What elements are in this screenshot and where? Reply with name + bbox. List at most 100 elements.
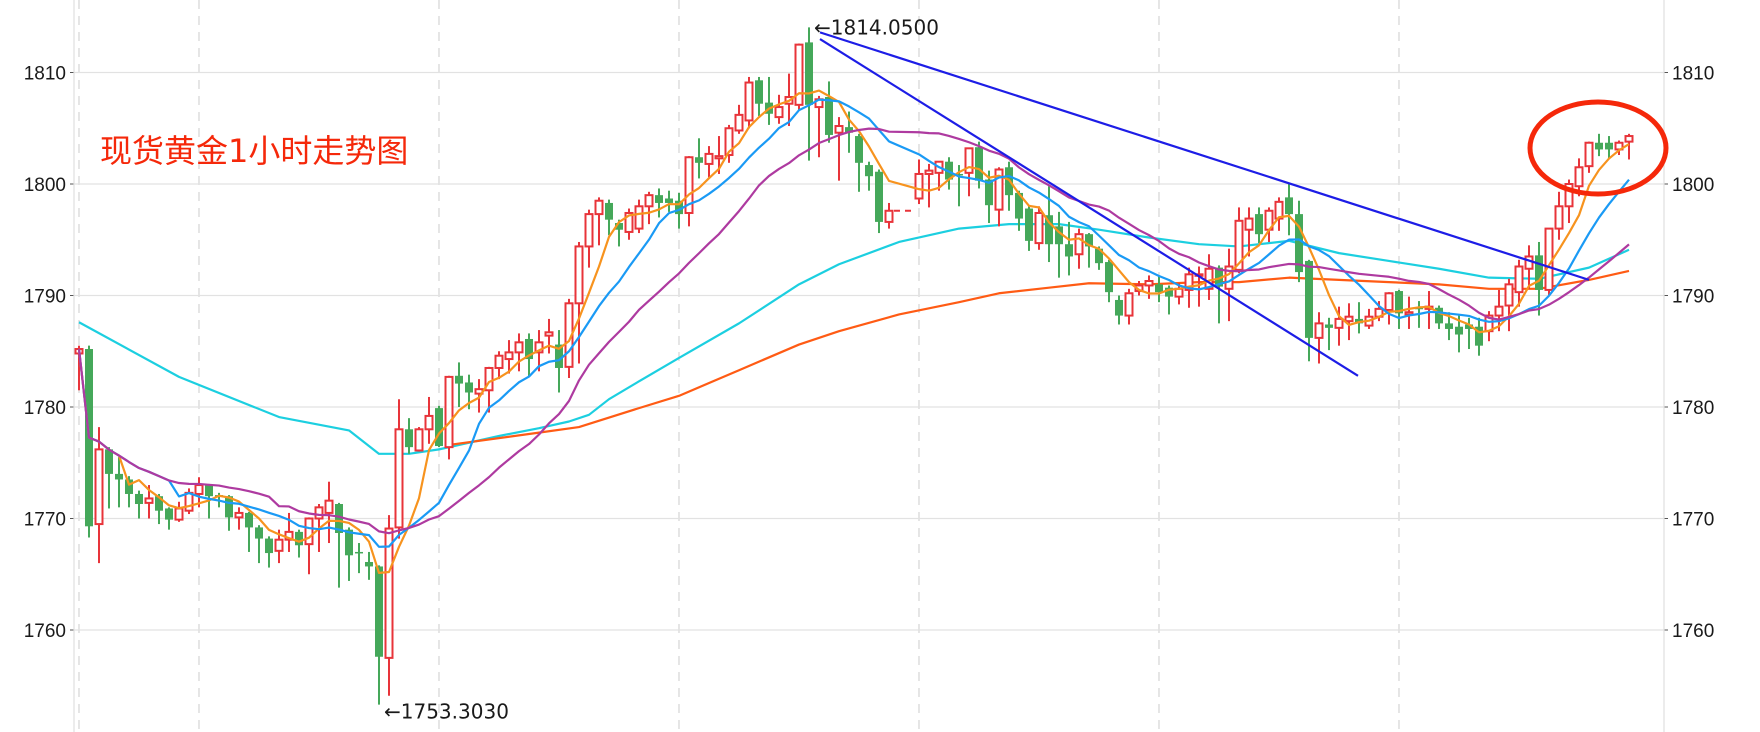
candle-body (155, 496, 163, 511)
ma-line-ma20 (77, 127, 1630, 535)
candle-body (484, 366, 494, 392)
candle-body (544, 331, 554, 337)
candle-up (1034, 206, 1044, 250)
left-tick-label: 1810 (24, 64, 66, 85)
candle-body (274, 538, 284, 552)
candle-body (1255, 214, 1263, 235)
candle-down (125, 476, 133, 508)
candle-down (225, 495, 233, 531)
candle-body (834, 125, 844, 134)
candle-body (1025, 208, 1033, 241)
candle-down (155, 493, 163, 525)
candle-up (914, 159, 924, 205)
candle-body (1514, 265, 1524, 294)
candle-body (1435, 307, 1443, 324)
candle-body (94, 448, 104, 526)
candle-body (624, 211, 634, 233)
candle-body (755, 80, 763, 104)
candle-down (435, 405, 443, 448)
candle-up (494, 351, 504, 380)
left-tick-label: 1770 (24, 510, 66, 531)
moving-averages (77, 89, 1630, 575)
candle-body (1624, 135, 1634, 143)
candle-body (665, 198, 673, 203)
candle-body (1574, 166, 1584, 188)
candle-body (504, 351, 514, 361)
candle-body (194, 484, 204, 495)
candle-body (985, 179, 993, 206)
candle-up (1524, 245, 1534, 289)
candle-up (1074, 228, 1084, 269)
candle-body (1244, 217, 1254, 231)
candle-up (624, 208, 634, 240)
candle-body (174, 507, 184, 521)
candle-down (755, 76, 763, 116)
candle-body (1124, 292, 1134, 317)
candle-body (955, 173, 963, 176)
right-tick-label: 1780 (1672, 398, 1714, 419)
candle-down (985, 170, 993, 224)
candle-down (1155, 275, 1163, 303)
candle-body (975, 147, 983, 181)
candle-body (1475, 326, 1483, 346)
candle-body (465, 382, 473, 393)
candle-body (584, 213, 594, 248)
candle-body (1055, 226, 1063, 245)
candle-body (405, 429, 413, 448)
candle-body (695, 157, 703, 163)
candle-down (365, 551, 373, 580)
candle-body (534, 341, 544, 354)
candle-up (514, 333, 524, 372)
candle-body (855, 136, 863, 163)
candle-body (1455, 326, 1463, 335)
candle-down (1065, 221, 1073, 276)
candle-body (555, 344, 563, 368)
candle-body (345, 529, 353, 556)
candle-body (225, 496, 233, 518)
candle-up (1264, 207, 1274, 242)
candle-body (324, 499, 334, 514)
candle-up (1144, 275, 1154, 299)
candle-body (1115, 299, 1123, 316)
candle-up (724, 124, 734, 163)
candle-down (605, 199, 613, 236)
candle-body (1184, 273, 1194, 291)
candle-body (794, 43, 804, 106)
candle-body (845, 127, 853, 133)
candle-down (1005, 161, 1013, 211)
candle-down (1455, 315, 1463, 353)
left-tick-label: 1790 (24, 287, 66, 308)
candle-down (85, 345, 93, 538)
candle-down (1255, 207, 1263, 244)
candle-body (594, 199, 604, 216)
trendline (819, 38, 1359, 377)
candle-down (665, 190, 673, 212)
candle-body (514, 341, 524, 354)
candle-down (1085, 233, 1093, 268)
candle-body (805, 42, 813, 105)
candle-down (1015, 190, 1023, 231)
trendlines (819, 31, 1590, 377)
candle-down (1595, 133, 1603, 157)
candle-up (94, 427, 104, 564)
candle-body (615, 223, 623, 230)
candle-up (814, 95, 824, 158)
candle-body (435, 408, 443, 447)
candle-down (245, 511, 253, 552)
candle-up (504, 340, 514, 374)
candle-up (394, 399, 404, 539)
candle-up (444, 375, 454, 460)
candle-down (135, 490, 143, 519)
candle-down (1115, 295, 1123, 325)
candle-body (1305, 260, 1313, 338)
candle-body (1085, 234, 1093, 247)
candle-body (1344, 315, 1354, 323)
candle-body (1504, 283, 1514, 307)
candle-down (265, 536, 273, 568)
candle-body (884, 209, 894, 223)
candle-body (1535, 255, 1543, 290)
candle-body (365, 561, 373, 567)
candle-up (774, 94, 784, 124)
candle-up (1564, 179, 1574, 224)
candle-body (355, 551, 363, 554)
